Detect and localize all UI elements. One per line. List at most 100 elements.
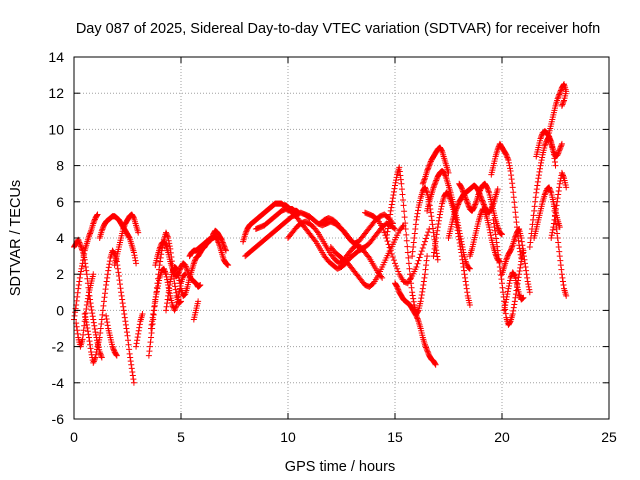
data-point-dense bbox=[423, 188, 430, 195]
data-point bbox=[558, 271, 565, 278]
data-point bbox=[77, 242, 84, 249]
data-point-dense bbox=[410, 239, 417, 246]
data-point-dense bbox=[91, 322, 98, 329]
data-point bbox=[387, 207, 394, 214]
data-point bbox=[518, 258, 525, 265]
data-point-dense bbox=[510, 307, 517, 314]
data-point-dense bbox=[163, 230, 170, 237]
data-point-dense bbox=[505, 282, 512, 289]
data-point-dense bbox=[508, 176, 515, 183]
data-point bbox=[402, 225, 409, 232]
data-point bbox=[428, 213, 435, 220]
data-point bbox=[396, 164, 403, 171]
data-point-dense bbox=[485, 188, 492, 195]
data-point-dense bbox=[410, 298, 417, 305]
data-point bbox=[563, 184, 570, 191]
data-point-dense bbox=[546, 185, 553, 192]
data-point-dense bbox=[86, 231, 93, 238]
data-point bbox=[509, 311, 516, 318]
data-point-dense bbox=[553, 221, 560, 228]
x-tick-label: 25 bbox=[601, 429, 617, 445]
data-point-dense bbox=[116, 277, 123, 284]
data-point-dense bbox=[456, 239, 463, 246]
data-point-dense bbox=[421, 176, 428, 183]
data-point-dense bbox=[437, 208, 444, 215]
data-point bbox=[419, 180, 426, 187]
data-point-dense bbox=[390, 192, 397, 199]
data-point bbox=[156, 245, 163, 252]
data-point bbox=[392, 182, 398, 189]
data-point-dense bbox=[313, 228, 320, 235]
data-point-dense bbox=[454, 227, 461, 234]
data-point-dense bbox=[463, 196, 470, 203]
data-point-dense bbox=[530, 212, 537, 219]
data-point bbox=[421, 238, 428, 245]
data-point bbox=[154, 285, 161, 292]
data-point-dense bbox=[106, 258, 113, 265]
data-point bbox=[406, 271, 413, 278]
data-point bbox=[135, 229, 142, 236]
data-point bbox=[441, 169, 448, 176]
data-point bbox=[90, 271, 97, 278]
data-point-dense bbox=[89, 310, 96, 317]
data-point-dense bbox=[102, 286, 109, 293]
data-point bbox=[389, 220, 396, 227]
data-point-dense bbox=[101, 294, 108, 301]
data-point-dense bbox=[471, 202, 478, 209]
data-point bbox=[464, 200, 471, 207]
data-point bbox=[432, 361, 439, 368]
data-point bbox=[419, 285, 426, 292]
data-point bbox=[561, 97, 568, 104]
data-point-dense bbox=[129, 368, 136, 375]
data-point-dense bbox=[438, 203, 445, 210]
data-point-dense bbox=[516, 292, 523, 299]
data-point-dense bbox=[523, 271, 530, 278]
data-point-dense bbox=[389, 198, 396, 205]
data-point-dense bbox=[495, 226, 502, 233]
data-point bbox=[79, 336, 86, 343]
data-point bbox=[197, 282, 204, 289]
data-point-dense bbox=[525, 283, 532, 290]
data-point-dense bbox=[559, 101, 566, 108]
data-point bbox=[424, 168, 431, 175]
data-point-dense bbox=[221, 244, 228, 251]
data-point-dense bbox=[395, 286, 402, 293]
data-point-dense bbox=[423, 345, 430, 352]
data-point-dense bbox=[527, 239, 534, 246]
data-point-dense bbox=[459, 260, 466, 267]
data-point-dense bbox=[219, 239, 226, 246]
data-point-dense bbox=[526, 286, 533, 293]
data-point-dense bbox=[556, 184, 563, 191]
data-point-dense bbox=[515, 274, 522, 281]
data-point bbox=[417, 298, 424, 305]
data-point bbox=[466, 265, 473, 272]
data-point-dense bbox=[418, 292, 425, 299]
data-point-dense bbox=[98, 320, 105, 327]
data-point-dense bbox=[495, 255, 502, 262]
data-point bbox=[492, 231, 499, 238]
data-point-dense bbox=[391, 185, 398, 192]
data-point bbox=[479, 198, 486, 205]
data-point bbox=[552, 162, 559, 169]
data-point-dense bbox=[504, 155, 511, 162]
data-point-dense bbox=[517, 261, 524, 268]
data-point-dense bbox=[172, 286, 179, 293]
data-point-dense bbox=[560, 173, 567, 180]
data-point-dense bbox=[487, 229, 494, 236]
data-point-dense bbox=[534, 178, 541, 185]
data-point bbox=[445, 191, 452, 198]
data-point-dense bbox=[533, 186, 540, 193]
data-point-dense bbox=[176, 280, 183, 287]
data-point-dense bbox=[433, 250, 440, 257]
data-point-dense bbox=[511, 272, 518, 279]
data-point bbox=[475, 191, 482, 198]
data-point bbox=[98, 354, 105, 361]
data-point-dense bbox=[385, 241, 392, 248]
data-point bbox=[113, 352, 120, 359]
data-point-dense bbox=[105, 264, 112, 271]
data-point-dense bbox=[557, 262, 564, 269]
data-point-dense bbox=[427, 209, 434, 216]
data-point bbox=[460, 189, 467, 196]
data-point-dense bbox=[557, 143, 564, 150]
data-point bbox=[103, 312, 110, 319]
